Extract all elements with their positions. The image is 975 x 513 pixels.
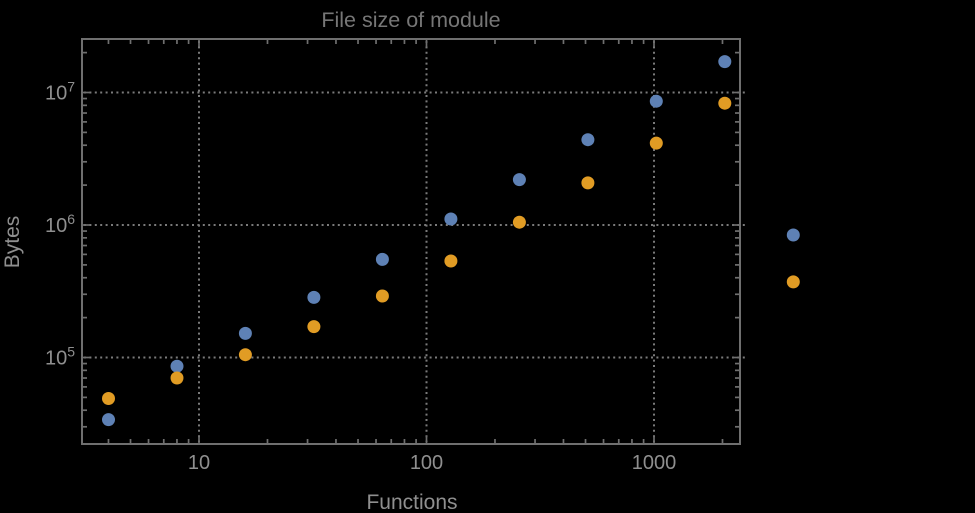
data-point-blue bbox=[786, 228, 800, 242]
data-point-blue bbox=[238, 326, 252, 340]
data-point-blue bbox=[581, 133, 595, 147]
data-point-blue bbox=[718, 55, 732, 69]
x-tick-label: 10 bbox=[188, 452, 210, 474]
x-tick-label: 100 bbox=[410, 452, 443, 474]
data-point-blue bbox=[307, 290, 321, 304]
data-point-blue bbox=[375, 252, 389, 266]
x-axis-label: Functions bbox=[366, 491, 457, 513]
data-point-orange bbox=[786, 275, 800, 289]
plot-frame bbox=[81, 38, 741, 445]
y-tick-labels: 105 106 107 bbox=[45, 79, 75, 370]
axis-ticks bbox=[83, 40, 739, 443]
chart-title: File size of module bbox=[321, 8, 500, 32]
y-tick-label: 106 bbox=[45, 211, 75, 237]
y-tick-label: 107 bbox=[45, 79, 75, 105]
data-point-blue bbox=[170, 359, 184, 373]
data-point-blue bbox=[512, 173, 526, 187]
data-point-orange bbox=[649, 136, 663, 150]
data-point-orange bbox=[444, 254, 458, 268]
data-point-orange bbox=[512, 215, 526, 229]
data-point-orange bbox=[581, 176, 595, 190]
data-point-orange bbox=[307, 320, 321, 334]
data-point-blue bbox=[102, 413, 115, 427]
data-point-blue bbox=[444, 212, 458, 226]
x-tick-labels: 10 100 1000 bbox=[188, 452, 676, 474]
data-point-orange bbox=[238, 348, 252, 362]
x-tick-label: 1000 bbox=[632, 452, 677, 474]
y-axis-label: Bytes bbox=[1, 216, 24, 269]
data-point-orange bbox=[170, 371, 184, 385]
data-point-blue bbox=[649, 94, 663, 108]
data-point-orange bbox=[102, 392, 115, 405]
data-points bbox=[102, 55, 800, 427]
data-point-orange bbox=[375, 289, 389, 303]
data-point-orange bbox=[718, 96, 732, 110]
y-tick-label: 105 bbox=[45, 344, 75, 370]
gridlines bbox=[84, 41, 746, 442]
